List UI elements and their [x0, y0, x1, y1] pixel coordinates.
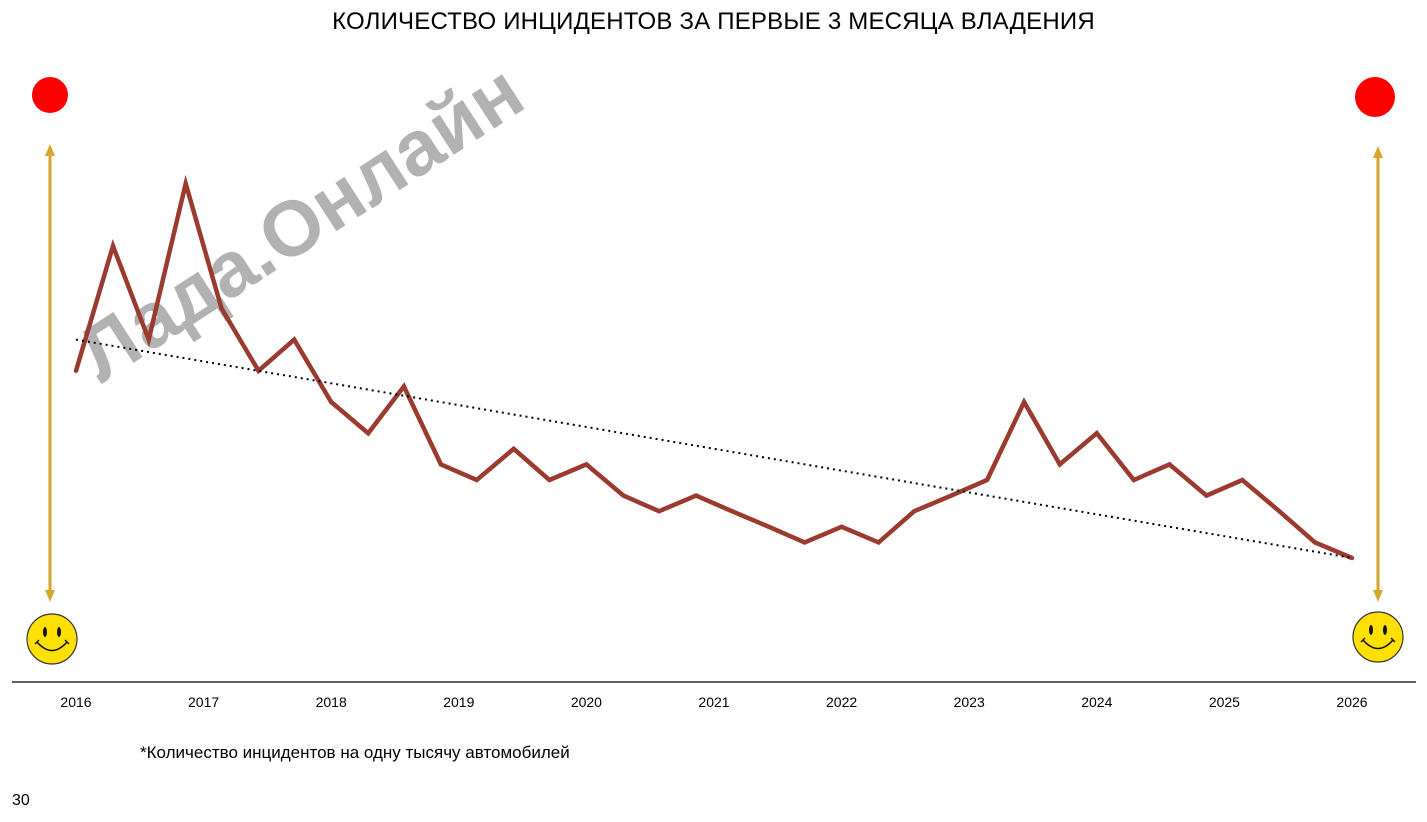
- data-point: [1057, 462, 1062, 467]
- data-point: [511, 446, 516, 451]
- data-point: [656, 509, 662, 514]
- x-tick-label: 2025: [1209, 694, 1240, 710]
- x-tick-label: 2023: [954, 694, 985, 710]
- x-tick-label: 2019: [443, 694, 474, 710]
- x-tick-label: 2026: [1336, 694, 1367, 710]
- page-number: 30: [12, 792, 30, 809]
- data-point: [438, 462, 444, 467]
- data-point: [1131, 477, 1137, 483]
- data-point: [1349, 555, 1355, 561]
- data-point: [984, 477, 990, 483]
- data-point: [802, 540, 807, 545]
- data-point: [621, 493, 626, 498]
- smiley-face-icon: [26, 613, 78, 665]
- data-point: [1277, 509, 1282, 514]
- footnote: *Количество инцидентов на одну тысячу ав…: [140, 743, 570, 762]
- data-point: [146, 337, 151, 342]
- chart-title: КОЛИЧЕСТВО ИНЦИДЕНТОВ ЗА ПЕРВЫЕ 3 МЕСЯЦА…: [332, 8, 1095, 35]
- red-dot-icon: [1355, 77, 1395, 117]
- x-tick-label: 2018: [316, 694, 347, 710]
- data-point: [183, 181, 188, 186]
- data-point: [1021, 399, 1027, 405]
- data-point: [729, 509, 735, 514]
- data-point: [401, 384, 407, 389]
- data-point: [1094, 431, 1100, 436]
- data-point: [912, 509, 917, 514]
- trend-line: [75, 338, 1353, 559]
- data-point: [766, 524, 772, 529]
- double-arrow-icon: [1373, 146, 1383, 602]
- right-scale-indicator: [1352, 77, 1404, 663]
- x-tick-label: 2017: [188, 694, 219, 710]
- data-point: [329, 399, 334, 405]
- double-arrow-icon: [45, 144, 55, 602]
- data-point: [584, 462, 589, 467]
- data-point: [839, 524, 844, 529]
- data-point: [1167, 462, 1172, 467]
- left-scale-indicator: [26, 77, 78, 665]
- data-point: [73, 368, 79, 373]
- red-dot-icon: [32, 77, 68, 113]
- data-point: [876, 540, 881, 545]
- x-tick-label: 2022: [826, 694, 857, 710]
- data-point: [1204, 493, 1209, 498]
- data-point: [693, 493, 699, 498]
- data-point: [1312, 540, 1318, 545]
- data-point: [219, 306, 224, 311]
- x-axis-ticks: 2016 2017 2018 2019 2020 2021 2022 2023 2024 2025…: [60, 694, 1367, 710]
- data-point: [366, 431, 371, 436]
- data-point: [110, 243, 116, 249]
- data-point: [474, 477, 479, 483]
- smiley-face-icon: [1352, 611, 1404, 663]
- x-tick-label: 2024: [1081, 694, 1112, 710]
- x-tick-label: 2020: [571, 694, 602, 710]
- data-point: [547, 477, 552, 483]
- x-tick-label: 2016: [60, 694, 91, 710]
- series-layer: [73, 174, 1355, 561]
- x-tick-label: 2021: [698, 694, 729, 710]
- series-line: [73, 174, 1353, 561]
- data-point: [291, 337, 297, 342]
- data-point: [1240, 477, 1245, 483]
- data-point: [949, 493, 954, 498]
